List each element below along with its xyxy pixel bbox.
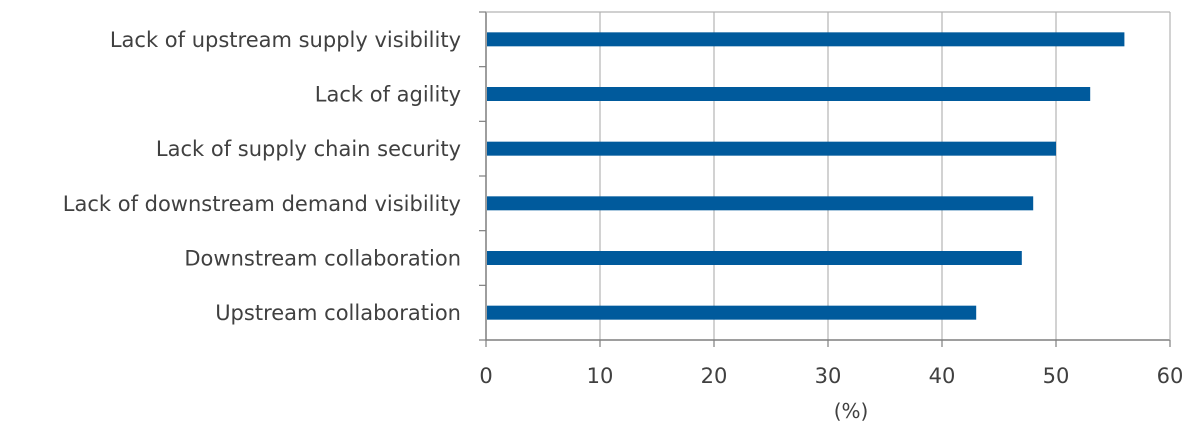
x-tick-label-0: 0 [479,364,492,388]
bar-1 [487,32,1125,47]
x-axis-title: (%) [834,399,869,423]
plot-frame [479,11,1171,347]
category-label-5: Downstream collaboration [184,247,461,271]
x-tick-labels: 0 10 20 30 40 50 60 [479,364,1183,388]
bar-3 [487,141,1056,156]
x-tick-label-40: 40 [929,364,956,388]
category-label-1: Lack of upstream supply visibility [110,28,461,52]
bar-5 [487,251,1022,265]
category-label-4: Lack of downstream demand visibility [63,192,461,216]
bars [487,32,1125,320]
category-label-6: Upstream collaboration [215,301,461,325]
category-label-3: Lack of supply chain security [156,137,461,161]
gridlines [599,12,1057,340]
x-tick-label-50: 50 [1043,364,1070,388]
bar-4 [487,196,1034,211]
x-tick-label-10: 10 [587,364,614,388]
bar-6 [487,305,977,320]
category-label-2: Lack of agility [315,83,461,107]
x-tick-label-20: 20 [701,364,728,388]
bar-2 [487,87,1091,101]
x-tick-label-60: 60 [1157,364,1184,388]
category-labels: Lack of upstream supply visibility Lack o… [63,28,461,325]
x-tick-label-30: 30 [815,364,842,388]
